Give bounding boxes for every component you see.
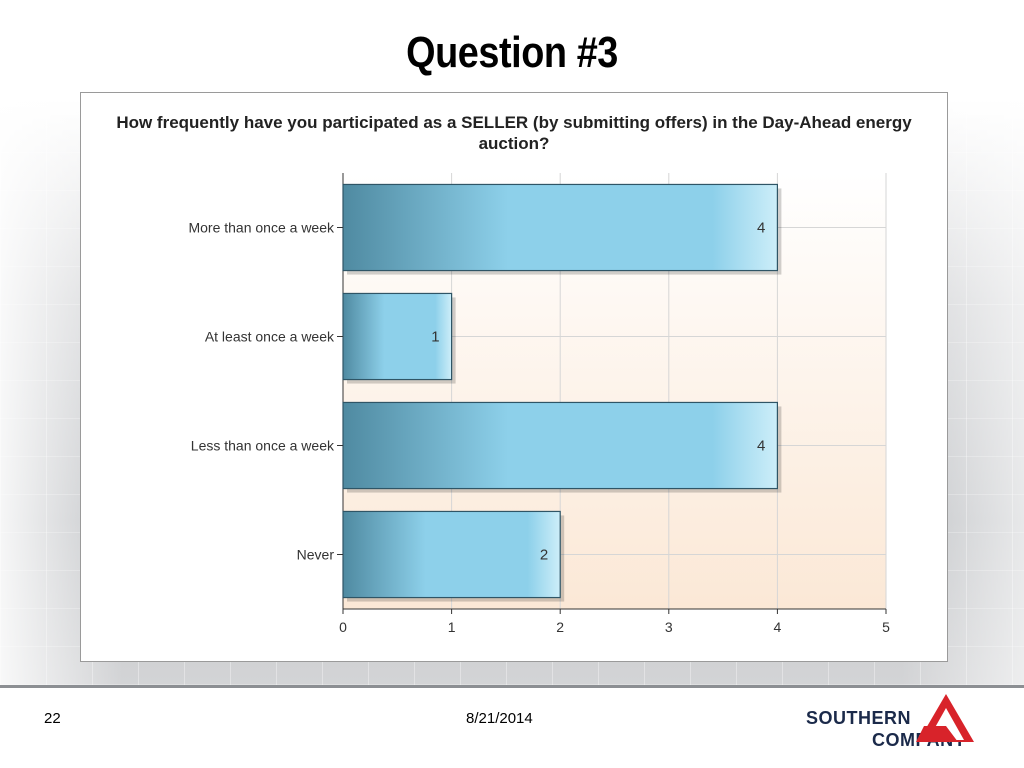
bar-value-label: 2 — [540, 547, 548, 564]
chart-title: How frequently have you participated as … — [116, 113, 912, 153]
page-number: 22 — [44, 710, 61, 727]
category-label: Less than once a week — [191, 438, 335, 454]
slide-date: 8/21/2014 — [466, 710, 533, 727]
bar-chart: 4 More than once a week 1 At least once a w… — [188, 173, 890, 635]
bar-value-label: 1 — [431, 329, 439, 346]
footer-divider — [0, 685, 1024, 688]
category-label: More than once a week — [188, 220, 335, 236]
x-tick-label: 2 — [556, 619, 564, 635]
southern-company-logo: SOUTHERN COMPANY — [806, 690, 976, 754]
bar — [342, 510, 561, 599]
x-tick-label: 5 — [882, 619, 890, 635]
category-label: At least once a week — [205, 329, 335, 345]
logo-triangle-icon — [916, 694, 974, 742]
bar — [342, 183, 778, 272]
bar-value-label: 4 — [757, 438, 765, 455]
x-tick-label: 3 — [665, 619, 673, 635]
x-tick-label: 0 — [339, 619, 347, 635]
slide-title: Question #3 — [406, 28, 618, 77]
x-tick-label: 1 — [448, 619, 456, 635]
bar-value-label: 4 — [757, 220, 765, 237]
category-label: Never — [297, 547, 335, 563]
logo-text-line1: SOUTHERN — [806, 708, 912, 728]
x-tick-label: 4 — [774, 619, 782, 635]
bar — [342, 401, 778, 490]
